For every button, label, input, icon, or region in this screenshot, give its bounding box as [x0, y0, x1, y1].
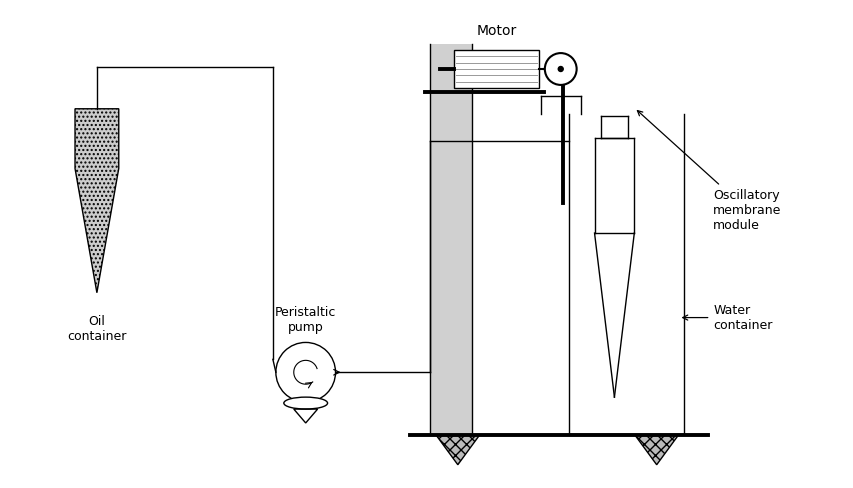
Polygon shape — [435, 435, 479, 465]
Text: Peristaltic
pump: Peristaltic pump — [275, 306, 336, 334]
Bar — [454, 50, 538, 88]
Polygon shape — [634, 435, 678, 465]
Circle shape — [558, 66, 563, 71]
Text: Motor: Motor — [476, 24, 516, 38]
Polygon shape — [75, 109, 119, 293]
Bar — [429, 44, 471, 434]
Text: Oil
container: Oil container — [67, 315, 126, 343]
Text: Water
container: Water container — [682, 304, 772, 331]
Circle shape — [276, 343, 335, 402]
Text: Oscillatory
membrane
module: Oscillatory membrane module — [636, 111, 780, 232]
Circle shape — [544, 53, 576, 85]
Ellipse shape — [283, 397, 328, 409]
